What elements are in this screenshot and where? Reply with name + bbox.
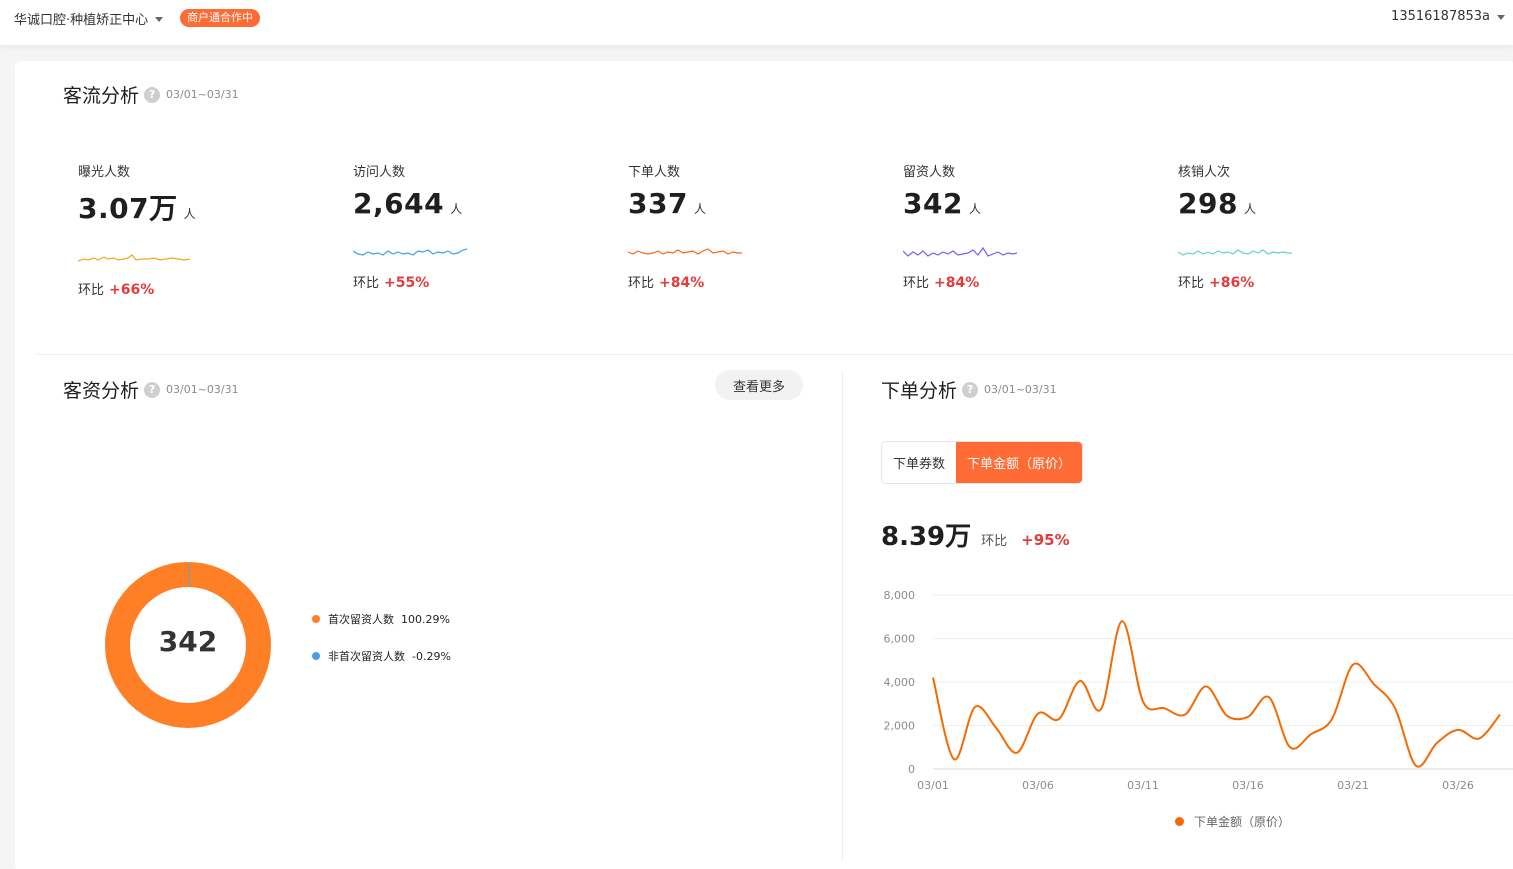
- x-tick-label: 03/06: [1022, 779, 1054, 792]
- legend-label: 首次留资人数: [328, 613, 394, 626]
- orders-total: 8.39万 环比 +95%: [881, 516, 1070, 553]
- traffic-title: 客流分析: [63, 85, 140, 107]
- kpi-label: 留资人数: [903, 165, 956, 180]
- metric-toggle: 下单券数 下单金额（原价）: [881, 441, 1084, 484]
- line-legend[interactable]: 下单金额（原价）: [1175, 813, 1290, 830]
- kpi-change: +84%: [659, 275, 705, 291]
- x-tick-label: 03/26: [1442, 779, 1474, 792]
- y-tick-label: 6,000: [884, 633, 916, 646]
- legend-dot: [1175, 817, 1184, 826]
- store-selector[interactable]: 华诚口腔·种植矫正中心: [14, 9, 164, 28]
- kpi-label: 核销人次: [1178, 165, 1231, 180]
- kpi-visits: 访问人数 2,644 人 环比 +55%: [353, 161, 553, 291]
- kpi-redemptions: 核销人次 298 人 环比 +86%: [1178, 161, 1378, 291]
- kpi-compare-label: 环比: [903, 276, 930, 291]
- orders-section-title: 下单分析 ? 03/01~03/31: [881, 376, 1057, 403]
- legend-label: 非首次留资人数: [328, 650, 405, 663]
- orders-range: 03/01~03/31: [984, 383, 1057, 396]
- legend-label: 下单金额（原价）: [1194, 815, 1291, 829]
- leads-title: 客资分析: [63, 380, 140, 402]
- x-tick-label: 03/11: [1127, 779, 1159, 792]
- account-menu[interactable]: 13516187853a: [1391, 9, 1505, 24]
- help-icon[interactable]: ?: [144, 381, 161, 398]
- donut-center-value: 342: [158, 625, 218, 658]
- orders-line-chart: 0 2,000 4,000 6,000 8,000 03/01 03/06 03/11 03/1…: [884, 589, 1513, 792]
- legend-dot: [312, 615, 320, 623]
- column-divider: [842, 371, 843, 861]
- chevron-down-icon: [155, 16, 164, 22]
- dashboard-card: 客流分析 ? 03/01~03/31 曝光人数 3.07万人 环比 +66% 访问…: [15, 61, 1513, 869]
- kpi-compare-label: 环比: [1178, 276, 1205, 291]
- kpi-unit: 人: [1243, 202, 1256, 216]
- tab-order-amount[interactable]: 下单金额（原价）: [956, 442, 1083, 483]
- kpi-unit: 人: [693, 202, 706, 216]
- kpi-value: 3.07万: [78, 192, 178, 225]
- traffic-section-title: 客流分析 ? 03/01~03/31: [63, 81, 239, 108]
- kpi-exposure: 曝光人数 3.07万人 环比 +66%: [78, 161, 278, 298]
- orders-title: 下单分析: [881, 380, 958, 402]
- store-name: 华诚口腔·种植矫正中心: [14, 13, 149, 28]
- top-bar: 华诚口腔·种植矫正中心 商户通合作中 13516187853a: [0, 0, 1513, 45]
- legend-dot: [312, 652, 320, 660]
- y-tick-label: 0: [908, 763, 915, 776]
- kpi-compare-label: 环比: [353, 276, 380, 291]
- donut-segment-first: [105, 562, 271, 728]
- status-badge: 商户通合作中: [180, 9, 260, 27]
- kpi-unit: 人: [450, 202, 463, 216]
- leads-legend-item[interactable]: 非首次留资人数 -0.29%: [312, 648, 451, 664]
- leads-range: 03/01~03/31: [166, 383, 239, 396]
- kpi-change: +84%: [934, 275, 980, 291]
- y-tick-label: 2,000: [884, 720, 916, 733]
- kpi-value: 337: [628, 187, 688, 220]
- kpi-value: 298: [1178, 187, 1238, 220]
- y-tick-label: 8,000: [884, 589, 916, 602]
- kpi-leads: 留资人数 342 人 环比 +84%: [903, 161, 1103, 291]
- kpi-value: 342: [903, 187, 963, 220]
- kpi-sparkline: [353, 248, 467, 256]
- help-icon[interactable]: ?: [962, 381, 979, 398]
- legend-percent: -0.29%: [412, 649, 451, 663]
- kpi-change: +66%: [109, 282, 155, 298]
- section-divider: [35, 354, 1513, 355]
- leads-legend-item[interactable]: 首次留资人数 100.29%: [312, 611, 450, 627]
- kpi-sparkline: [1178, 249, 1292, 256]
- kpi-unit: 人: [968, 202, 981, 216]
- x-tick-label: 03/21: [1337, 779, 1369, 792]
- legend-percent: 100.29%: [401, 612, 450, 626]
- tab-order-coupons[interactable]: 下单券数: [882, 442, 957, 483]
- kpi-unit: 人: [183, 207, 196, 221]
- y-tick-label: 4,000: [884, 676, 916, 689]
- view-more-button[interactable]: 查看更多: [715, 370, 803, 400]
- leads-section-title: 客资分析 ? 03/01~03/31: [63, 376, 239, 403]
- orders-change: +95%: [1021, 531, 1070, 549]
- kpi-label: 下单人数: [628, 165, 681, 180]
- chevron-down-icon: [1497, 14, 1505, 20]
- kpi-sparkline: [628, 248, 742, 255]
- leads-donut-chart: [105, 562, 271, 728]
- kpi-compare-label: 环比: [628, 276, 655, 291]
- orders-compare-label: 环比: [981, 534, 1008, 549]
- help-icon[interactable]: ?: [144, 86, 161, 103]
- kpi-sparkline: [78, 254, 191, 262]
- kpi-label: 曝光人数: [78, 165, 131, 180]
- account-name: 13516187853a: [1391, 9, 1490, 24]
- kpi-value: 2,644: [353, 187, 445, 220]
- kpi-compare-label: 环比: [78, 283, 105, 298]
- kpi-sparkline: [903, 246, 1017, 257]
- kpi-change: +86%: [1209, 275, 1255, 291]
- kpi-label: 访问人数: [353, 165, 406, 180]
- traffic-range: 03/01~03/31: [166, 88, 239, 101]
- orders-total-value: 8.39万: [881, 522, 972, 552]
- x-tick-label: 03/16: [1232, 779, 1264, 792]
- kpi-change: +55%: [384, 275, 430, 291]
- x-tick-label: 03/01: [917, 779, 949, 792]
- series-line: [932, 620, 1501, 768]
- kpi-orders: 下单人数 337 人 环比 +84%: [628, 161, 828, 291]
